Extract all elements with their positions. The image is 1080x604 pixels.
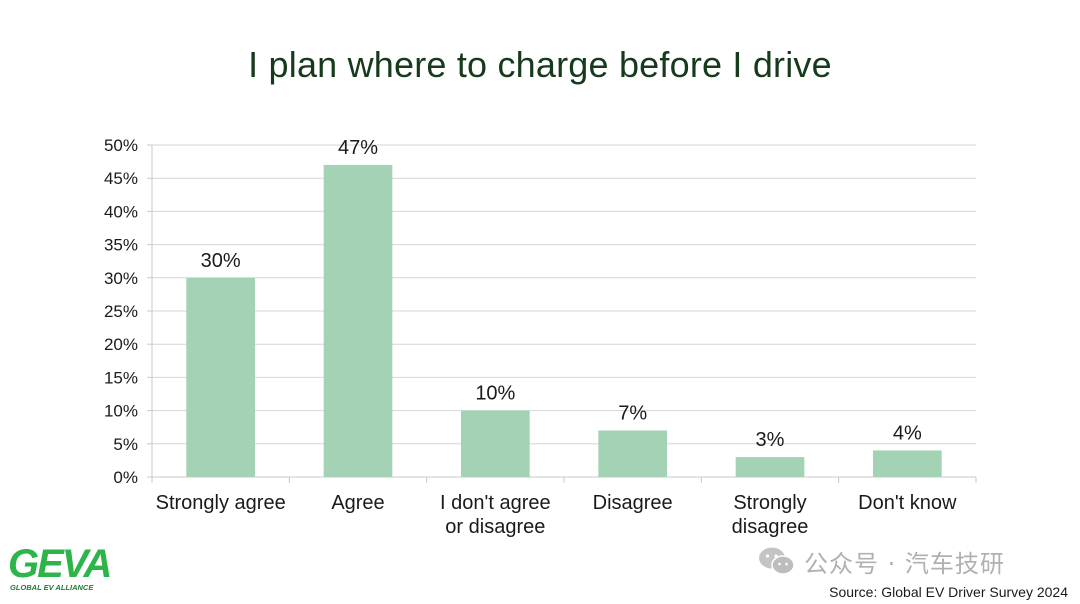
data-label: 10%: [475, 383, 515, 405]
category-label: Strongly: [733, 492, 806, 514]
y-tick-label: 0%: [113, 468, 138, 487]
bar: [461, 410, 530, 477]
geva-logo: GEVA GLOBAL EV ALLIANCE: [8, 542, 133, 598]
y-tick-label: 40%: [104, 202, 138, 221]
y-tick-label: 25%: [104, 302, 138, 321]
watermark-text: 公众号 · 汽车技研: [804, 549, 1005, 578]
bar: [735, 457, 805, 477]
y-tick-label: 50%: [104, 136, 138, 155]
bar: [186, 277, 255, 477]
y-tick-label: 20%: [104, 335, 138, 354]
category-label: Don't know: [858, 492, 957, 514]
bar: [323, 164, 393, 478]
chart-title: I plan where to charge before I drive: [248, 44, 832, 85]
category-label: Agree: [331, 492, 384, 514]
y-tick-label: 10%: [104, 402, 138, 421]
category-label: I don't agree: [440, 492, 551, 514]
category-label: Strongly agree: [156, 492, 286, 514]
y-tick-label: 5%: [113, 435, 138, 454]
data-label: 7%: [618, 403, 647, 425]
source-note: Source: Global EV Driver Survey 2024: [829, 584, 1068, 600]
category-label: disagree: [732, 516, 809, 538]
data-label: 3%: [756, 429, 785, 451]
y-tick-label: 35%: [104, 236, 138, 255]
wechat-watermark: 公众号 · 汽车技研: [758, 545, 1005, 578]
data-label: 47%: [338, 137, 378, 159]
data-label: 30%: [201, 250, 241, 272]
y-tick-label: 15%: [104, 368, 138, 387]
y-tick-label: 30%: [104, 269, 138, 288]
logo-subtitle: GLOBAL EV ALLIANCE: [10, 583, 94, 592]
y-tick-label: 45%: [104, 169, 138, 188]
logo-text: GEVA: [8, 542, 112, 586]
category-label: or disagree: [445, 516, 545, 538]
wechat-icon: [759, 547, 795, 575]
bar: [873, 450, 942, 477]
bar: [598, 430, 667, 477]
data-label: 4%: [893, 422, 922, 444]
category-label: Disagree: [593, 492, 673, 514]
